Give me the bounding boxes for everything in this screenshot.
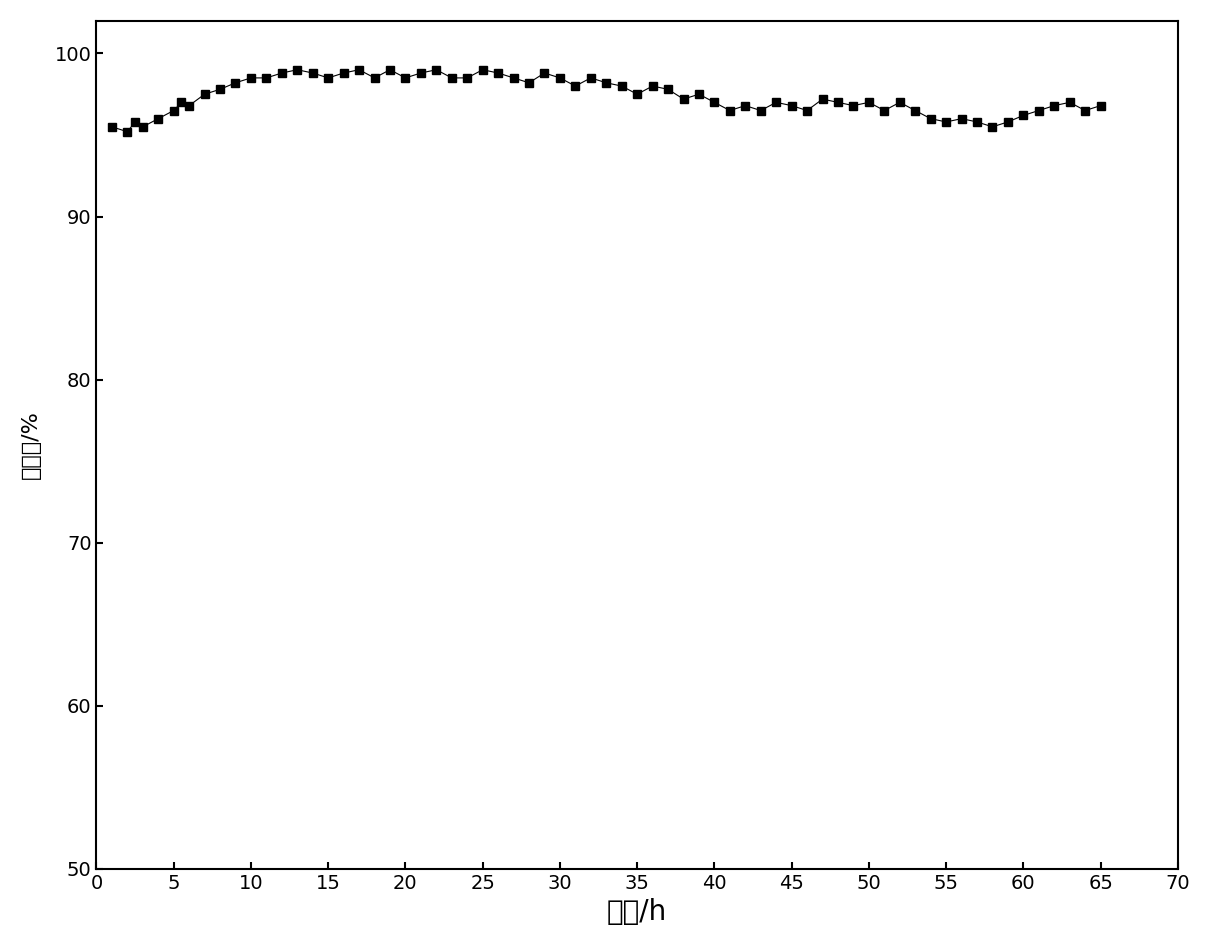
Y-axis label: 转化率/%: 转化率/%	[21, 410, 41, 479]
X-axis label: 时间/h: 时间/h	[607, 898, 667, 926]
